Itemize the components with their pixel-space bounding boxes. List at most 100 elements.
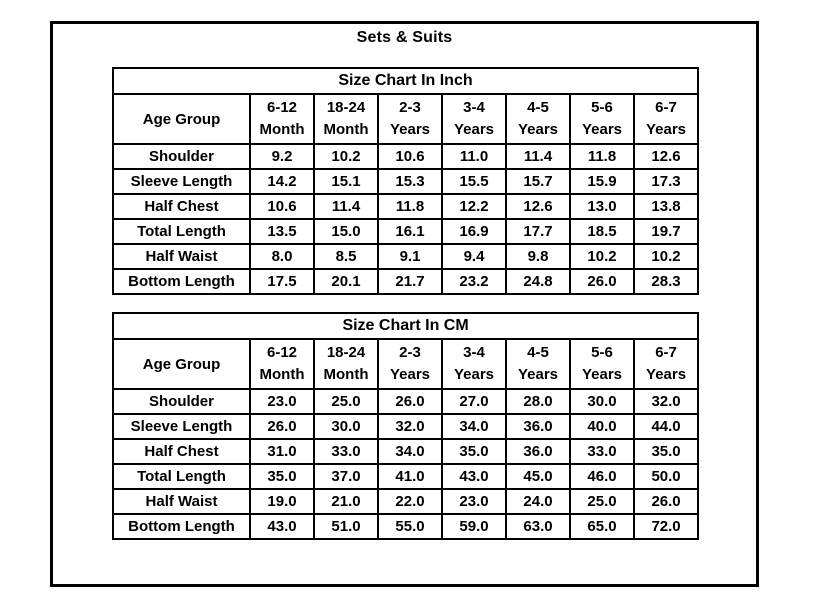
- measurement-value: 36.0: [505, 413, 571, 440]
- measurement-value: 63.0: [505, 513, 571, 540]
- measurement-value: 22.0: [377, 488, 443, 515]
- measurement-value: 11.8: [377, 193, 443, 220]
- age-column-header: 4-5 Years: [505, 93, 571, 145]
- measurement-value: 14.2: [249, 168, 315, 195]
- age-group-header: Age Group: [112, 338, 251, 390]
- measurement-value: 15.1: [313, 168, 379, 195]
- measurement-value: 20.1: [313, 268, 379, 295]
- age-column-header: 3-4 Years: [441, 338, 507, 390]
- measurement-label: Sleeve Length: [112, 168, 251, 195]
- measurement-value: 30.0: [313, 413, 379, 440]
- measurement-label: Half Waist: [112, 243, 251, 270]
- measurement-value: 34.0: [377, 438, 443, 465]
- table-title-row: Size Chart In Inch: [112, 67, 699, 95]
- measurement-label: Sleeve Length: [112, 413, 251, 440]
- measurement-value: 27.0: [441, 388, 507, 415]
- measurement-value: 10.6: [249, 193, 315, 220]
- measurement-row: Half Waist 19.0 21.0 22.0 23.0 24.0 25.0 26.0: [112, 488, 700, 515]
- measurement-value: 15.3: [377, 168, 443, 195]
- measurement-value: 32.0: [632, 388, 700, 415]
- measurement-value: 11.8: [569, 143, 635, 170]
- measurement-row: Half Chest 10.6 11.4 11.8 12.2 12.6 13.0 13.8: [112, 193, 699, 220]
- measurement-value: 50.0: [632, 463, 700, 490]
- measurement-row: Sleeve Length 26.0 30.0 32.0 34.0 36.0 40.0 44.…: [112, 413, 700, 440]
- measurement-value: 15.5: [441, 168, 507, 195]
- measurement-value: 40.0: [569, 413, 635, 440]
- measurement-value: 43.0: [441, 463, 507, 490]
- age-column-header: 6-12 Month: [249, 338, 315, 390]
- measurement-value: 19.0: [249, 488, 315, 515]
- age-column-header: 5-6 Years: [569, 338, 635, 390]
- measurement-value: 45.0: [505, 463, 571, 490]
- age-column-header: 6-7 Years: [633, 93, 699, 145]
- measurement-value: 34.0: [441, 413, 507, 440]
- measurement-label: Half Chest: [112, 438, 251, 465]
- measurement-value: 9.1: [377, 243, 443, 270]
- table-header-row: Age Group 6-12 Month 18-24 Month 2-3 Years…: [112, 93, 699, 145]
- age-group-header: Age Group: [112, 93, 251, 145]
- measurement-value: 19.7: [633, 218, 699, 245]
- measurement-value: 33.0: [313, 438, 379, 465]
- measurement-value: 25.0: [569, 488, 635, 515]
- measurement-label: Bottom Length: [112, 268, 251, 295]
- measurement-value: 41.0: [377, 463, 443, 490]
- measurement-row: Bottom Length 43.0 51.0 55.0 59.0 63.0 65.0 72.…: [112, 513, 700, 540]
- measurement-value: 35.0: [249, 463, 315, 490]
- measurement-value: 28.0: [505, 388, 571, 415]
- age-column-header: 2-3 Years: [377, 93, 443, 145]
- measurement-row: Shoulder 23.0 25.0 26.0 27.0 28.0 30.0 32.0: [112, 388, 700, 415]
- measurement-value: 37.0: [313, 463, 379, 490]
- measurement-value: 18.5: [569, 218, 635, 245]
- measurement-value: 11.4: [505, 143, 571, 170]
- age-column-header: 4-5 Years: [505, 338, 571, 390]
- measurement-value: 24.8: [505, 268, 571, 295]
- measurement-row: Half Chest 31.0 33.0 34.0 35.0 36.0 33.0 35.0: [112, 438, 700, 465]
- measurement-value: 15.0: [313, 218, 379, 245]
- measurement-value: 28.3: [633, 268, 699, 295]
- measurement-value: 10.2: [569, 243, 635, 270]
- measurement-value: 26.0: [569, 268, 635, 295]
- table-header-row: Age Group 6-12 Month 18-24 Month 2-3 Years…: [112, 338, 700, 390]
- measurement-value: 33.0: [569, 438, 635, 465]
- measurement-value: 10.2: [633, 243, 699, 270]
- size-chart-inch-table: Size Chart In Inch Age Group 6-12 Month 1…: [112, 67, 699, 295]
- measurement-value: 11.0: [441, 143, 507, 170]
- measurement-value: 8.0: [249, 243, 315, 270]
- measurement-value: 36.0: [505, 438, 571, 465]
- measurement-value: 43.0: [249, 513, 315, 540]
- measurement-value: 13.5: [249, 218, 315, 245]
- measurement-value: 30.0: [569, 388, 635, 415]
- measurement-value: 9.8: [505, 243, 571, 270]
- measurement-row: Shoulder 9.2 10.2 10.6 11.0 11.4 11.8 12.6: [112, 143, 699, 170]
- measurement-value: 15.7: [505, 168, 571, 195]
- measurement-value: 16.1: [377, 218, 443, 245]
- measurement-value: 35.0: [632, 438, 700, 465]
- measurement-value: 13.0: [569, 193, 635, 220]
- table-title: Size Chart In Inch: [112, 67, 699, 95]
- age-column-header: 5-6 Years: [569, 93, 635, 145]
- age-column-header: 6-12 Month: [249, 93, 315, 145]
- age-column-header: 18-24 Month: [313, 338, 379, 390]
- measurement-label: Total Length: [112, 463, 251, 490]
- measurement-value: 59.0: [441, 513, 507, 540]
- measurement-value: 65.0: [569, 513, 635, 540]
- measurement-value: 23.0: [441, 488, 507, 515]
- age-column-header: 2-3 Years: [377, 338, 443, 390]
- measurement-value: 9.2: [249, 143, 315, 170]
- measurement-label: Half Waist: [112, 488, 251, 515]
- measurement-value: 12.2: [441, 193, 507, 220]
- measurement-value: 15.9: [569, 168, 635, 195]
- measurement-value: 26.0: [377, 388, 443, 415]
- outer-frame: Sets & Suits Size Chart In Inch Age Grou…: [50, 21, 759, 587]
- measurement-value: 26.0: [249, 413, 315, 440]
- measurement-value: 23.0: [249, 388, 315, 415]
- table-title: Size Chart In CM: [111, 312, 700, 340]
- measurement-label: Total Length: [112, 218, 251, 245]
- measurement-row: Total Length 13.5 15.0 16.1 16.9 17.7 18.5 19.7: [112, 218, 699, 245]
- measurement-value: 44.0: [632, 413, 700, 440]
- measurement-value: 24.0: [505, 488, 571, 515]
- measurement-value: 23.2: [441, 268, 507, 295]
- measurement-value: 72.0: [632, 513, 700, 540]
- measurement-value: 11.4: [313, 193, 379, 220]
- measurement-value: 46.0: [569, 463, 635, 490]
